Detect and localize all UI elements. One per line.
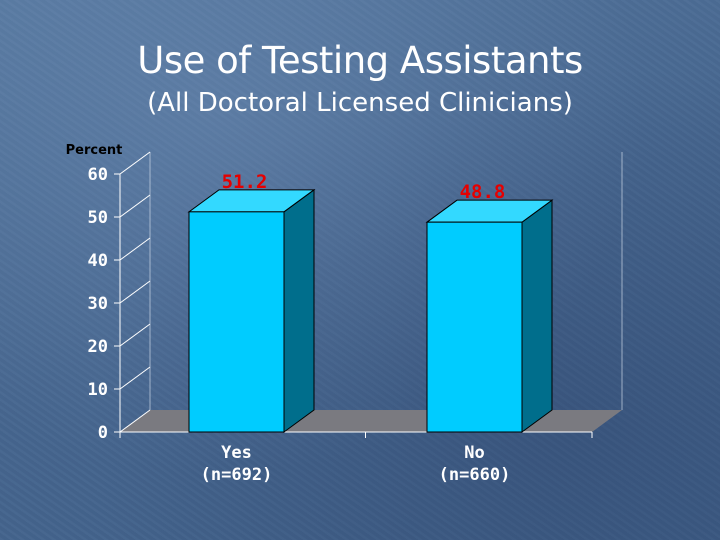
x-tick-label: (n=692)	[201, 465, 273, 485]
data-label: 48.8	[460, 181, 506, 203]
y-tick-label: 50	[88, 208, 108, 228]
y-gridline-depth	[119, 151, 151, 175]
x-tick-label: No	[464, 443, 484, 463]
slide-title: Use of Testing Assistants	[137, 39, 583, 82]
y-axis-label: Percent	[66, 143, 123, 158]
y-gridline-depth	[119, 409, 151, 433]
y-tick-label: 60	[88, 165, 108, 185]
y-gridline-depth	[119, 366, 151, 390]
x-tick-label: Yes	[221, 443, 252, 463]
y-tick-label: 30	[88, 294, 108, 314]
bar-side	[283, 188, 315, 433]
bar	[426, 221, 523, 433]
slide-subtitle: (All Doctoral Licensed Clinicians)	[147, 88, 573, 118]
data-label: 51.2	[222, 171, 268, 193]
y-tick-label: 0	[98, 423, 108, 443]
bar-side	[521, 199, 553, 433]
y-gridline-depth	[119, 194, 151, 218]
y-gridline-depth	[119, 323, 151, 347]
x-tick-label: (n=660)	[439, 465, 511, 485]
bar	[188, 211, 285, 433]
y-tick-label: 20	[88, 337, 108, 357]
y-tick-label: 10	[88, 380, 108, 400]
y-gridline-depth	[119, 280, 151, 304]
y-tick-label: 40	[88, 251, 108, 271]
y-gridline-depth	[119, 237, 151, 261]
